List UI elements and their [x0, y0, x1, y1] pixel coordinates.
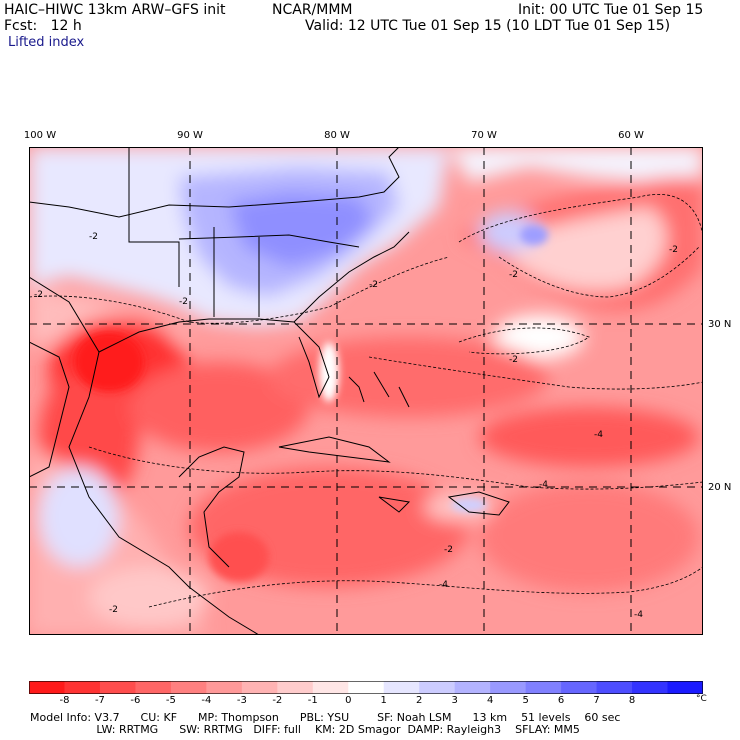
colorbar-swatch: [312, 681, 349, 694]
init-time: Init: 00 UTC Tue 01 Sep 15: [518, 2, 704, 18]
contour-label: -4: [634, 610, 643, 620]
contour-label: -2: [669, 245, 678, 255]
lon-label-100w: 100 W: [23, 130, 57, 141]
field-name: Lifted index: [8, 35, 85, 50]
contour-label: -2: [34, 290, 43, 300]
colorbar-tick-label: -4: [201, 695, 212, 706]
colorbar-tick-label: -6: [130, 695, 141, 706]
colorbar-tick-label: 8: [628, 695, 636, 706]
lon-label-80w: 80 W: [324, 130, 350, 141]
model-title: HAIC–HIWC 13km ARW–GFS init: [4, 2, 226, 18]
contour-label: -4: [594, 430, 603, 440]
lifted-index-map: -2 -2 -2 -2 -2 -2 -2 -4 -4 -4 -4 -2 -2: [29, 147, 703, 635]
colorbar-tick-label: 1: [380, 695, 387, 706]
colorbar-tick-label: 2: [416, 695, 423, 706]
lon-label-60w: 60 W: [618, 130, 644, 141]
colorbar-tick-label: -1: [307, 695, 318, 706]
colorbar-swatch: [383, 681, 420, 694]
colorbar-tick-label: -5: [165, 695, 176, 706]
colorbar-swatch: [277, 681, 314, 694]
colorbar-tick-label: 7: [593, 695, 600, 706]
colorbar-swatch: [667, 681, 703, 694]
forecast-hour: Fcst: 12 h: [4, 18, 82, 34]
coastlines: [29, 147, 510, 635]
contour-label: -2: [89, 232, 98, 242]
colorbar-swatch: [561, 681, 598, 694]
colorbar: [29, 681, 703, 694]
map-frame: [29, 147, 703, 635]
colorbar-tick-label: -7: [94, 695, 105, 706]
lat-label-30n: 30 N: [708, 319, 732, 330]
contour-label: -4: [439, 580, 448, 590]
colorbar-tick-label: 5: [522, 695, 529, 706]
colorbar-swatch: [29, 681, 65, 694]
colorbar-tick-label: 0: [345, 695, 352, 706]
contour-label: -2: [369, 280, 378, 290]
contour-label-group: -2 -2 -2 -2 -2 -2 -2 -4 -4 -4 -4 -2 -2: [34, 232, 678, 620]
colorbar-swatch: [64, 681, 101, 694]
org-label: NCAR/MMM: [272, 2, 353, 18]
contour-label: -2: [509, 355, 518, 365]
colorbar-tick-label: 6: [557, 695, 565, 706]
colorbar-swatch: [170, 681, 207, 694]
contour-label: -2: [509, 270, 518, 280]
colorbar-swatch: [135, 681, 172, 694]
lon-label-90w: 90 W: [177, 130, 203, 141]
contour-label: -2: [444, 545, 453, 555]
colorbar-tick-label: 3: [451, 695, 458, 706]
colorbar-swatch: [99, 681, 136, 694]
colorbar-tick-label: 4: [486, 695, 494, 706]
colorbar-swatch: [454, 681, 491, 694]
colorbar-swatch: [241, 681, 278, 694]
colorbar-tick-label: -3: [236, 695, 247, 706]
colorbar-tick-label: -2: [272, 695, 283, 706]
contour-label: -2: [109, 605, 118, 615]
contours: [29, 194, 703, 608]
lat-label-20n: 20 N: [708, 482, 732, 493]
colorbar-swatch: [419, 681, 456, 694]
colorbar-swatch: [632, 681, 669, 694]
shading-layer: [29, 147, 703, 635]
contour-label: -4: [539, 480, 548, 490]
valid-time: Valid: 12 UTC Tue 01 Sep 15 (10 LDT Tue …: [305, 18, 671, 34]
model-info-line2: LW: RRTMG SW: RRTMG DIFF: full KM: 2D Sm…: [30, 723, 580, 736]
colorbar-tick-label: -8: [59, 695, 70, 706]
graticule: [29, 147, 703, 635]
colorbar-unit: °C: [696, 694, 707, 704]
colorbar-swatch: [206, 681, 243, 694]
colorbar-swatch: [348, 681, 385, 694]
contour-label: -2: [179, 297, 188, 307]
model-info-line1: Model Info: V3.7 CU: KF MP: Thompson PBL…: [30, 711, 621, 724]
colorbar-swatch: [490, 681, 527, 694]
colorbar-swatch: [525, 681, 562, 694]
lon-label-70w: 70 W: [471, 130, 497, 141]
detail-layer: [74, 225, 548, 582]
colorbar-swatch: [596, 681, 633, 694]
